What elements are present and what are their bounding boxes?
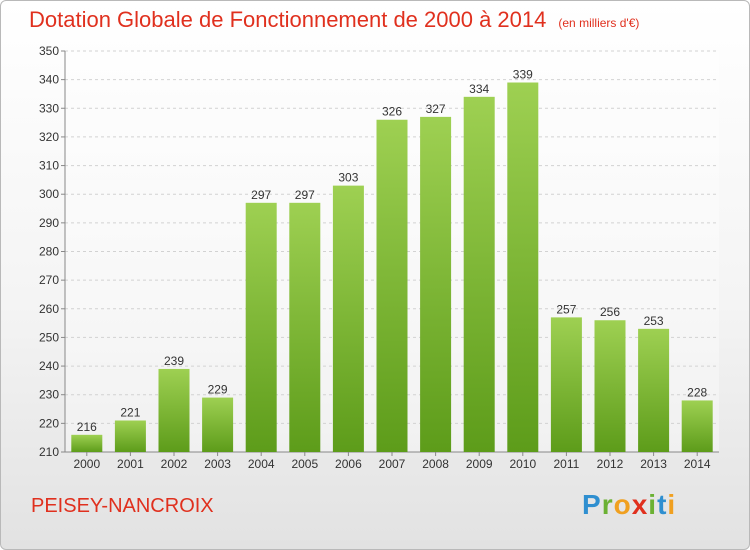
x-tick-label: 2011 [553, 457, 579, 471]
y-tick-label: 350 [39, 44, 59, 58]
data-label: 221 [120, 405, 140, 419]
x-tick-label: 2001 [117, 457, 144, 471]
data-label: 327 [426, 102, 446, 116]
y-tick-label: 210 [39, 445, 59, 459]
bar [681, 400, 713, 452]
bar [245, 202, 277, 452]
y-tick-label: 230 [39, 388, 59, 402]
x-tick-label: 2004 [248, 457, 275, 471]
data-label: 303 [338, 171, 358, 185]
y-tick-label: 310 [39, 159, 59, 173]
x-tick-label: 2005 [291, 457, 318, 471]
bar [332, 185, 364, 452]
x-tick-label: 2006 [335, 457, 362, 471]
bar [507, 82, 539, 452]
y-tick-label: 220 [39, 416, 59, 430]
y-tick-label: 300 [39, 187, 59, 201]
x-tick-label: 2002 [161, 457, 188, 471]
x-tick-label: 2010 [509, 457, 536, 471]
bar [158, 368, 190, 452]
chart-title-text: Dotation Globale de Fonctionnement de 20… [29, 7, 547, 32]
bar [594, 320, 626, 452]
y-tick-label: 270 [39, 273, 59, 287]
bar [550, 317, 582, 452]
y-tick-label: 290 [39, 216, 59, 230]
bar [638, 328, 670, 452]
proxiti-logo: Proxiti [582, 489, 677, 520]
x-tick-label: 2013 [640, 457, 667, 471]
data-label: 229 [208, 383, 228, 397]
commune-name: PEISEY-NANCROIX [31, 495, 214, 517]
data-label: 339 [513, 68, 533, 82]
x-tick-label: 2012 [597, 457, 624, 471]
bar [71, 434, 103, 452]
data-label: 297 [251, 188, 271, 202]
chart-title: Dotation Globale de Fonctionnement de 20… [29, 7, 639, 33]
data-label: 334 [469, 82, 489, 96]
y-tick-label: 240 [39, 359, 59, 373]
x-tick-label: 2003 [204, 457, 231, 471]
bar [420, 116, 452, 452]
y-tick-label: 330 [39, 101, 59, 115]
bar [289, 202, 321, 452]
x-tick-label: 2008 [422, 457, 449, 471]
data-label: 256 [600, 305, 620, 319]
bar [376, 119, 408, 452]
bar [463, 96, 495, 452]
data-label: 257 [556, 302, 576, 316]
y-tick-label: 340 [39, 73, 59, 87]
x-tick-label: 2009 [466, 457, 493, 471]
chart-unit: (en milliers d'€) [558, 16, 640, 30]
data-label: 239 [164, 354, 184, 368]
x-tick-label: 2007 [379, 457, 406, 471]
bar [202, 397, 234, 452]
y-tick-label: 250 [39, 330, 59, 344]
x-tick-label: 2014 [684, 457, 711, 471]
data-label: 216 [77, 420, 97, 434]
data-label: 228 [687, 385, 707, 399]
x-tick-label: 2000 [73, 457, 100, 471]
y-tick-label: 280 [39, 245, 59, 259]
data-label: 326 [382, 105, 402, 119]
data-label: 297 [295, 188, 315, 202]
y-tick-label: 260 [39, 302, 59, 316]
data-label: 253 [644, 314, 664, 328]
bar [114, 420, 146, 452]
y-tick-label: 320 [39, 130, 59, 144]
